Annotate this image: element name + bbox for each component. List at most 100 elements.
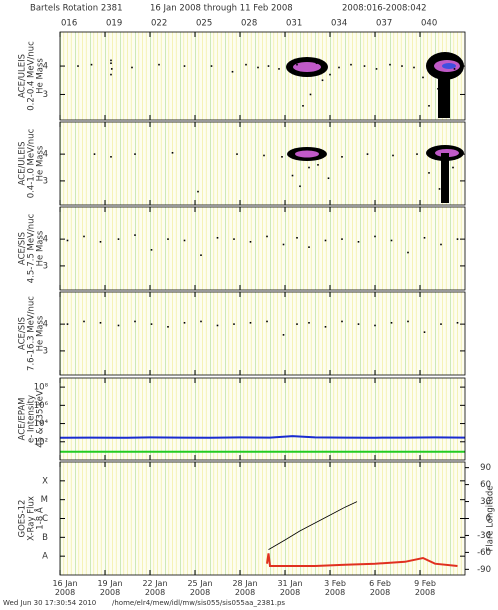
- title: 16 Jan 2008 through 11 Feb 2008: [150, 4, 293, 14]
- data-point: [291, 174, 294, 177]
- data-point: [90, 63, 93, 66]
- x-tick-label: 9 Feb 2008: [414, 579, 436, 597]
- data-point: [374, 235, 376, 238]
- y-tick-label: 10⁸: [34, 383, 49, 393]
- y-axis-label: e- Intensity: [27, 395, 37, 443]
- y-tick-label: 10⁴: [34, 419, 49, 429]
- data-point: [338, 66, 340, 69]
- data-point: [282, 243, 285, 246]
- data-point: [374, 324, 376, 327]
- y-tick-label: B: [42, 533, 48, 543]
- data-point: [440, 323, 442, 325]
- data-point: [327, 177, 330, 180]
- data-point: [350, 63, 352, 66]
- x-tick-label: 19 Jan 2008: [97, 579, 123, 597]
- panel-frame: [59, 31, 466, 121]
- data-point: [296, 63, 298, 66]
- data-point: [183, 65, 186, 67]
- doy-label: 028: [241, 19, 257, 29]
- data-point: [83, 235, 85, 238]
- y-axis-label: ACE/ULEIS: [18, 141, 28, 185]
- data-point: [423, 331, 426, 333]
- data-point: [150, 323, 153, 325]
- y-axis-label: ACE/SIS: [18, 317, 28, 350]
- data-point: [66, 239, 69, 242]
- data-point: [437, 87, 439, 90]
- y-axis-label: 45 & 235 keV: [36, 390, 46, 448]
- y-tick-label: 10²: [34, 437, 48, 447]
- data-point: [99, 321, 102, 324]
- data-point: [296, 323, 298, 325]
- data-point: [200, 320, 202, 323]
- y-tick-label: 4: [43, 62, 48, 72]
- data-point: [363, 65, 366, 67]
- y-axis-label: He Mass: [36, 58, 46, 94]
- y-tick-label: 4: [43, 320, 48, 330]
- data-point: [282, 334, 285, 336]
- data-point: [93, 153, 96, 155]
- data-point: [263, 154, 265, 157]
- x-tick-label: 16 Jan 2008: [52, 579, 78, 597]
- data-point: [183, 239, 186, 242]
- data-line: [59, 435, 466, 439]
- data-point: [315, 62, 318, 65]
- data-point: [167, 238, 169, 240]
- y2-tick-label: 30: [480, 497, 491, 507]
- data-point: [341, 238, 343, 240]
- data-point: [110, 73, 112, 76]
- doy-label: 025: [196, 19, 212, 29]
- data-point: [267, 65, 270, 67]
- data-point: [401, 65, 403, 67]
- data-point: [317, 164, 319, 166]
- y-axis-label: ACE/EPAM: [18, 398, 28, 441]
- y-tick-label: 4: [43, 235, 48, 245]
- y-axis-label: He Mass: [36, 315, 46, 351]
- data-point: [308, 321, 310, 324]
- data-point: [453, 68, 456, 70]
- data-point: [281, 156, 283, 158]
- data-point: [236, 153, 238, 155]
- y-tick-label: 3: [43, 176, 48, 186]
- doy-label: 016: [61, 19, 77, 29]
- footer: /home/elr4/mew/idl/mw/sis055/sis055aa_23…: [112, 599, 285, 607]
- data-point: [299, 185, 301, 188]
- x-tick-label: 31 Jan 2008: [277, 579, 303, 597]
- y-tick-label: 4: [43, 150, 48, 160]
- data-point: [390, 321, 393, 324]
- y2-tick-label: -60: [477, 548, 491, 558]
- data-point: [428, 172, 430, 174]
- data-point: [428, 105, 430, 107]
- doy-label: 022: [151, 19, 167, 29]
- data-point: [296, 236, 298, 239]
- title: Bartels Rotation 2381: [30, 4, 122, 14]
- y-axis-label: 0.2-0.4 MeV/nuc: [27, 41, 37, 111]
- data-point: [390, 239, 393, 242]
- x-tick-label: 3 Feb 2008: [324, 579, 346, 597]
- y-tick-label: A: [42, 552, 48, 562]
- data-point: [231, 70, 234, 73]
- y-axis-label: GOES-12: [18, 500, 28, 538]
- doy-label: 019: [106, 19, 122, 29]
- data-point: [167, 326, 169, 328]
- data-point: [452, 166, 454, 169]
- title: 2008:016-2008:042: [342, 4, 427, 14]
- data-point: [216, 324, 219, 327]
- data-point: [407, 320, 409, 323]
- data-point: [77, 65, 79, 67]
- data-point: [389, 63, 391, 66]
- doy-label: 031: [286, 19, 302, 29]
- data-point: [183, 321, 186, 324]
- data-point: [158, 63, 160, 66]
- data-point: [134, 320, 136, 323]
- panel-background: [60, 462, 465, 575]
- data-point: [150, 249, 153, 251]
- y-tick-label: 3: [43, 90, 48, 100]
- y-axis-label: He Mass: [36, 145, 46, 181]
- y-tick-label: 10⁶: [34, 401, 49, 411]
- data-point: [131, 66, 133, 69]
- panel-frame: [59, 121, 466, 206]
- data-point: [233, 238, 235, 240]
- panel-background: [60, 122, 465, 205]
